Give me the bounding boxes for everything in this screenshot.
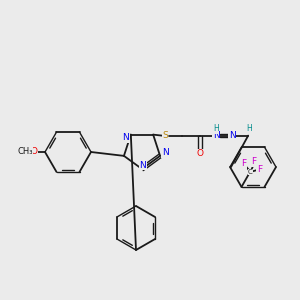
Text: F: F	[257, 165, 262, 174]
Text: O: O	[31, 148, 38, 157]
Text: H: H	[213, 124, 219, 133]
Text: N: N	[229, 131, 236, 140]
Text: F: F	[241, 159, 246, 168]
Text: F: F	[251, 158, 256, 166]
Text: H: H	[246, 124, 252, 133]
Text: N: N	[213, 131, 220, 140]
Text: N: N	[140, 160, 146, 169]
Text: CH₃: CH₃	[17, 148, 33, 157]
Text: S: S	[162, 131, 168, 140]
Text: N: N	[122, 133, 129, 142]
Text: O: O	[197, 149, 204, 158]
Text: C: C	[248, 169, 253, 175]
Text: N: N	[162, 148, 168, 158]
